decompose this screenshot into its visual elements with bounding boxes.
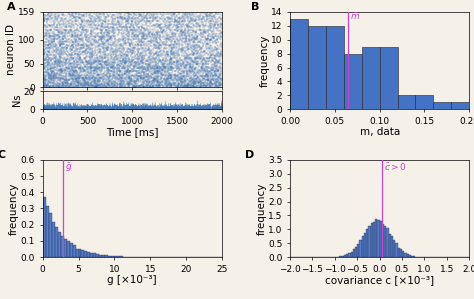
Bar	[91, 253, 93, 257]
Bar	[350, 251, 353, 257]
Bar	[386, 228, 389, 257]
Bar	[55, 227, 58, 257]
Bar	[375, 219, 377, 257]
Bar	[66, 241, 70, 257]
Bar	[371, 223, 373, 257]
Bar	[433, 102, 451, 109]
Bar	[326, 26, 344, 109]
Bar	[362, 236, 364, 257]
Bar	[82, 250, 84, 257]
Bar	[398, 248, 400, 257]
Text: B: B	[251, 2, 259, 12]
Bar	[79, 249, 82, 257]
Bar	[368, 226, 371, 257]
Bar	[451, 102, 469, 109]
Bar	[346, 254, 348, 257]
Bar	[84, 251, 88, 257]
Bar	[109, 256, 111, 257]
Bar	[96, 254, 100, 257]
Bar	[398, 95, 416, 109]
Bar	[342, 256, 344, 257]
Text: D: D	[245, 150, 255, 160]
Bar	[348, 253, 350, 257]
Bar	[344, 54, 362, 109]
Bar	[373, 222, 375, 257]
Bar	[73, 245, 75, 257]
Bar	[407, 254, 409, 257]
Bar	[105, 255, 109, 257]
Bar	[391, 236, 393, 257]
X-axis label: covariance c [×10⁻³]: covariance c [×10⁻³]	[325, 275, 434, 285]
Bar	[416, 95, 433, 109]
X-axis label: m, data: m, data	[359, 127, 400, 137]
Bar	[88, 252, 91, 257]
Bar	[402, 251, 404, 257]
Y-axis label: neuron ID: neuron ID	[6, 24, 17, 75]
Bar	[290, 19, 308, 109]
Bar	[395, 243, 398, 257]
Bar	[93, 253, 96, 257]
Bar	[389, 234, 391, 257]
Text: A: A	[7, 2, 16, 13]
Bar	[413, 256, 416, 257]
Bar	[366, 229, 368, 257]
Bar	[404, 253, 407, 257]
Y-axis label: frequency: frequency	[256, 182, 266, 235]
Bar	[353, 249, 355, 257]
Text: $\bar{c}>0$: $\bar{c}>0$	[384, 161, 407, 172]
Y-axis label: frequency: frequency	[259, 34, 270, 87]
Bar	[380, 221, 382, 257]
Text: $\bar{m}$: $\bar{m}$	[350, 11, 360, 22]
Bar	[100, 255, 102, 257]
Bar	[43, 197, 46, 257]
Bar	[359, 240, 362, 257]
Bar	[75, 248, 79, 257]
Bar	[362, 47, 380, 109]
Bar	[409, 255, 411, 257]
Bar	[49, 213, 52, 257]
Text: C: C	[0, 150, 6, 160]
Y-axis label: Ns: Ns	[12, 94, 22, 106]
Bar	[111, 256, 114, 257]
Bar	[118, 256, 120, 257]
Bar	[114, 256, 118, 257]
Bar	[400, 249, 402, 257]
Bar	[377, 220, 380, 257]
Bar	[64, 239, 66, 257]
Bar	[384, 226, 386, 257]
Bar	[382, 224, 384, 257]
Bar	[393, 240, 395, 257]
Bar	[380, 47, 398, 109]
Bar	[364, 234, 366, 257]
Bar	[357, 244, 359, 257]
X-axis label: Time [ms]: Time [ms]	[106, 127, 158, 137]
Bar	[102, 255, 105, 257]
X-axis label: g [×10⁻³]: g [×10⁻³]	[108, 275, 157, 285]
Bar	[344, 255, 346, 257]
Bar	[46, 206, 49, 257]
Bar	[52, 222, 55, 257]
Bar	[339, 256, 342, 257]
Bar	[411, 256, 413, 257]
Y-axis label: frequency: frequency	[9, 182, 19, 235]
Bar	[70, 243, 73, 257]
Bar	[308, 26, 326, 109]
Text: $\bar{g}$: $\bar{g}$	[65, 161, 72, 174]
Bar	[61, 236, 64, 257]
Bar	[58, 232, 61, 257]
Bar	[355, 247, 357, 257]
